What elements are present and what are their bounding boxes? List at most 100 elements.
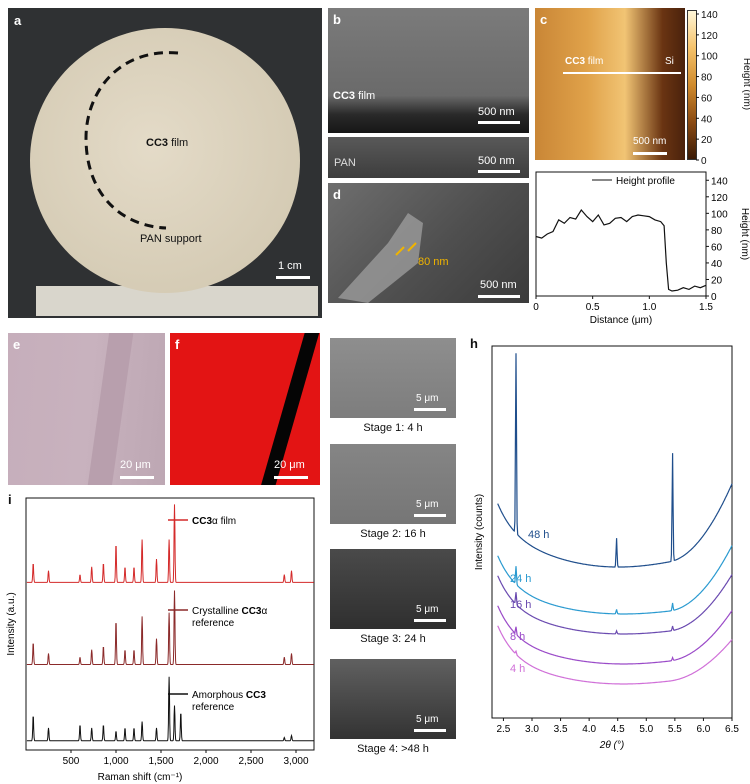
scale-bar [120,476,154,479]
film-edge-sketch [338,213,423,303]
panel-f-fluorescence: f 20 μm [170,333,320,485]
panel-label: f [175,337,180,352]
raman-series-line [26,590,314,665]
colorbar-label: Height (nm) [741,58,750,110]
thickness-label: 80 nm [418,256,449,268]
support-label: PAN support [140,233,202,245]
legend-label: Amorphous CC3 [192,690,266,701]
colorbar-axis: 140 120 100 80 60 40 20 0 Height (nm) [696,10,750,164]
y-axis-label: Intensity (counts) [474,494,485,570]
colorbar-tick-label: 140 [701,10,718,21]
colorbar-tick-label: 120 [701,31,718,42]
cc3-film-outline [84,51,179,230]
panel-c-afm: c CC3 film Si 500 nm [535,8,685,160]
x-axis-label: 2θ (°) [599,740,624,751]
scale-label: 500 nm [633,136,667,147]
scale-bar [478,121,520,124]
stage-image: 5 μm [330,338,456,418]
scale-bar [633,152,667,155]
x-tick-label: 3,000 [283,756,308,767]
scale-label: 500 nm [478,155,515,167]
legend-label: Height profile [616,176,675,187]
x-tick-label: 1.0 [642,302,656,313]
panel-label: e [13,337,21,352]
scale-bar [274,476,308,479]
x-tick-label: 0.5 [586,302,600,313]
plot-frame [25,497,315,751]
scale-bar [414,408,446,411]
x-tick-label: 3.0 [525,724,539,735]
series-label: 16 h [510,599,531,611]
si-label: Si [665,56,674,67]
x-tick-label: 1.5 [699,302,713,313]
y-tick-label: 0 [711,292,717,303]
xrd-series-line [497,605,733,665]
panel-d-sem: d 80 nm 500 nm [328,183,529,303]
x-tick-label: 500 [63,756,80,767]
film-label: CC3 film [146,137,189,149]
raman-series-line [26,504,314,583]
xrd-series-line [497,545,733,615]
plot-frame [535,171,707,297]
x-tick-label: 5.5 [668,724,682,735]
raman-series-line [26,676,314,742]
scale-label: 5 μm [416,714,439,725]
xrd-pattern-chart: 48 h 24 h 16 h 8 h 4 h 2.5 3.0 3.5 4.0 4.5 5.0 5.5 6… [474,345,739,751]
x-tick-label: 0 [533,302,539,313]
profile-line [563,72,681,74]
stage-caption: Stage 3: 24 h [360,633,426,645]
scale-label: 5 μm [416,604,439,615]
x-tick-label: 1,000 [103,756,128,767]
height-profile-chart: Height profile 140 120 100 80 60 40 20 0 0 0.5 1.0 1… [533,171,750,326]
scale-bar [478,170,520,173]
scale-label: 500 nm [478,106,515,118]
panel-label: a [14,13,22,28]
x-tick-label: 4.5 [611,724,625,735]
scale-label: 20 μm [274,459,305,471]
stage-image: 5 μm [330,444,456,524]
x-tick-label: 4.0 [582,724,596,735]
panel-label: c [540,12,548,27]
legend-label: Crystalline CC3α [192,606,267,617]
scale-label: 1 cm [278,260,302,272]
panel-b-sem-bottom: PAN 500 nm [328,137,529,178]
series-label: 48 h [528,529,549,541]
xrd-series-line [497,574,733,635]
series-label: 4 h [510,663,525,675]
film-label: CC3 film [565,56,604,67]
legend-label: CC3α film [192,516,236,527]
scale-bar [414,514,446,517]
x-tick-label: 3.5 [554,724,568,735]
panel-label: i [8,492,12,507]
scale-bar [478,295,520,298]
scale-bar [276,276,310,279]
scale-label: 20 μm [120,459,151,471]
legend-label-line2: reference [192,618,235,629]
x-axis-label: Distance (μm) [590,315,652,326]
stage-image: 5 μm [330,549,456,629]
series-label: 8 h [510,631,525,643]
y-tick-label: 20 [711,275,723,286]
scale-bar [414,729,446,732]
colorbar-tick-label: 100 [701,52,718,63]
y-tick-label: 100 [711,209,728,220]
film-label: CC3 film [333,90,376,102]
xrd-series-line [497,625,733,685]
y-tick-label: 40 [711,259,723,270]
y-tick-label: 80 [711,226,723,237]
colorbar-tick-label: 20 [701,135,713,146]
stage-caption: Stage 2: 16 h [360,528,426,540]
scale-label: 5 μm [416,393,439,404]
panel-label: d [333,187,341,202]
plot-frame [491,345,733,719]
panel-label: h [470,336,478,351]
pan-label: PAN [334,157,356,169]
colorbar [687,10,697,160]
y-axis-label: Intensity (a.u.) [6,592,17,655]
x-tick-label: 5.0 [639,724,653,735]
x-tick-label: 6.0 [696,724,710,735]
height-profile-line [535,208,707,292]
y-axis-label: Height (nm) [739,208,750,260]
panel-e-optical: e 20 μm [8,333,165,485]
